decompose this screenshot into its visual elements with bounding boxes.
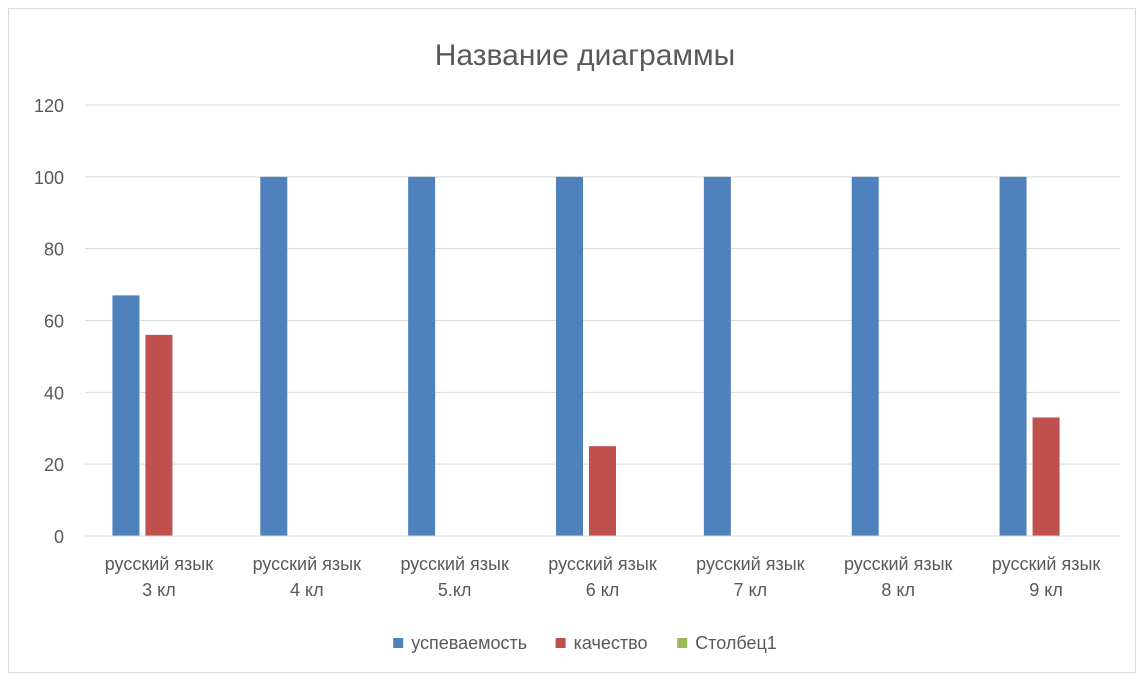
x-tick-label: русский язык 4 кл xyxy=(253,554,362,600)
y-tick-label: 60 xyxy=(44,312,64,332)
bar-1-7 xyxy=(999,176,1027,537)
bar-2-1 xyxy=(145,334,173,536)
y-tick-label: 120 xyxy=(34,96,64,116)
bar-1-4 xyxy=(556,176,583,537)
x-tick-label: русский язык 3 кл xyxy=(105,554,214,600)
x-tick-label: русский язык 7 кл xyxy=(696,554,805,600)
x-tick-label: русский язык 5.кл xyxy=(400,554,509,600)
gridlines xyxy=(85,104,1120,465)
legend-label-2: качество xyxy=(574,633,648,653)
y-tick-label: 0 xyxy=(54,527,64,547)
legend: успеваемость качество Столбец1 xyxy=(393,633,777,653)
bars xyxy=(112,176,1060,537)
legend-label-1: успеваемость xyxy=(411,633,527,653)
legend-swatch-1 xyxy=(393,638,404,648)
legend-swatch-2 xyxy=(555,638,566,648)
y-tick-label: 20 xyxy=(44,455,64,475)
y-tick-label: 80 xyxy=(44,240,64,260)
bar-1-6 xyxy=(851,176,879,537)
legend-swatch-3 xyxy=(677,638,688,648)
x-tick-label: русский язык 6 кл xyxy=(548,554,657,600)
legend-label-3: Столбец1 xyxy=(695,633,777,653)
y-tick-label: 100 xyxy=(34,168,64,188)
bar-1-1 xyxy=(112,295,140,536)
bar-2-4 xyxy=(589,446,616,536)
x-tick-label: русский язык 8 кл xyxy=(844,554,953,600)
y-axis-ticks: 0 20 40 60 80 100 120 xyxy=(34,96,64,547)
bar-1-2 xyxy=(260,176,288,537)
chart-title: Название диаграммы xyxy=(435,39,735,72)
x-axis-ticks: русский язык 3 кл русский язык 4 кл русский … xyxy=(105,554,1101,600)
x-tick-label: русский язык 9 кл xyxy=(992,554,1101,600)
bar-1-3 xyxy=(408,176,436,537)
y-tick-label: 40 xyxy=(44,383,64,403)
bar-1-5 xyxy=(703,176,731,537)
bar-2-7 xyxy=(1032,417,1060,536)
